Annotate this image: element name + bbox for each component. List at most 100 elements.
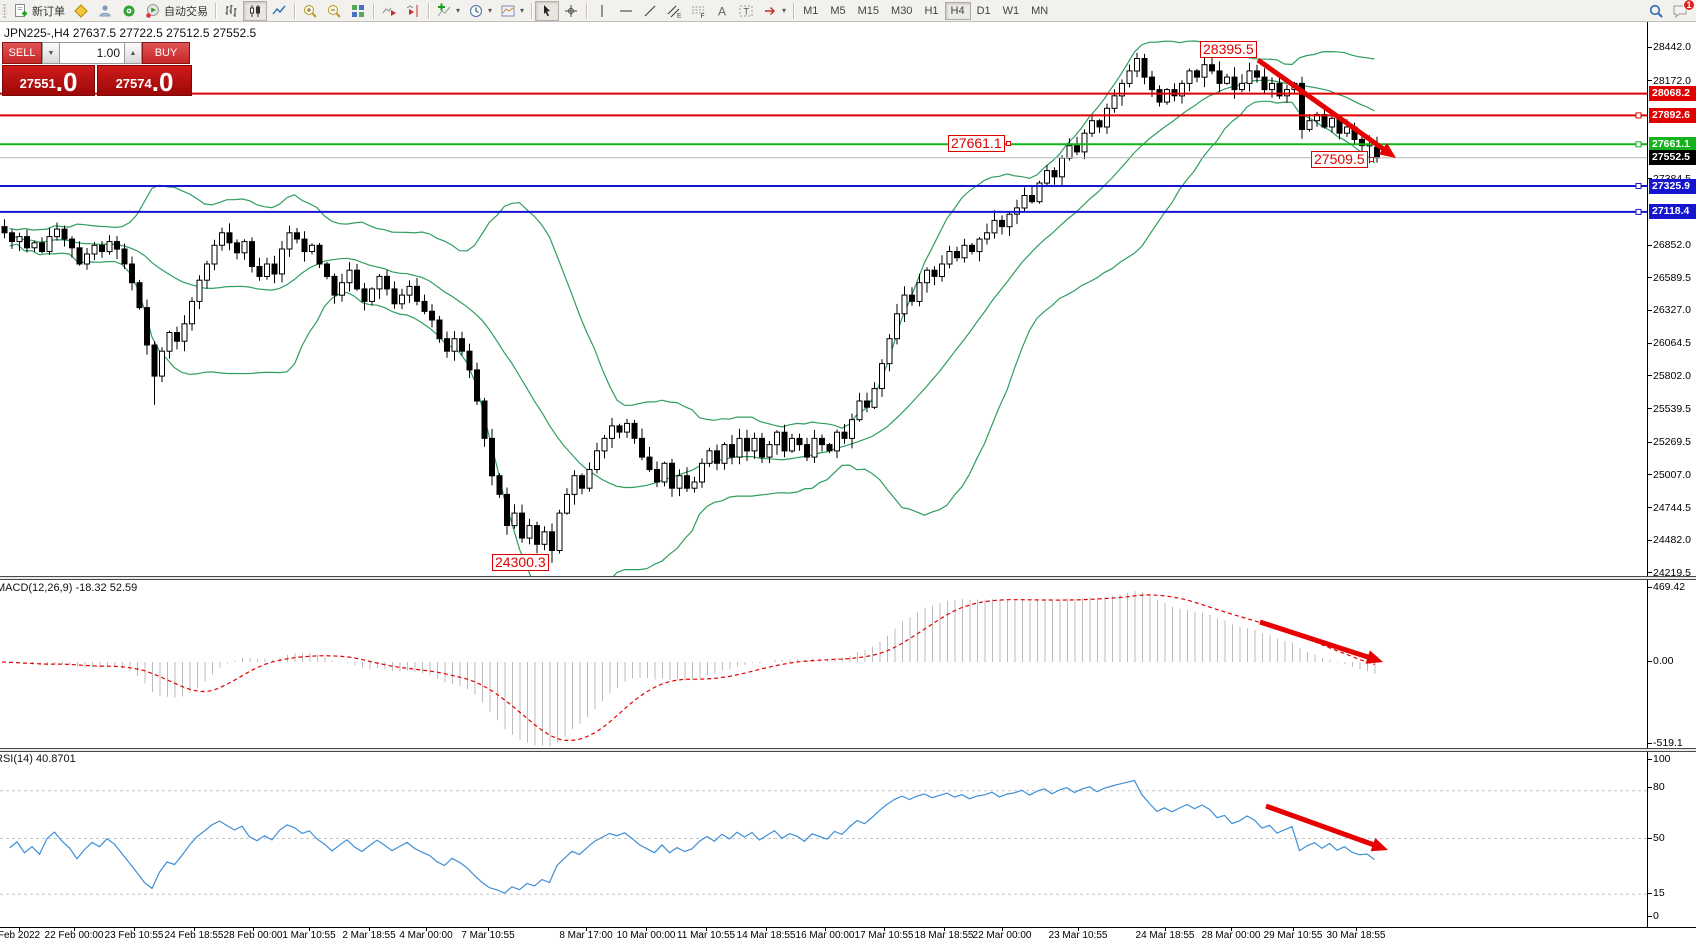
terminal-button[interactable] xyxy=(93,1,117,21)
price-annotation[interactable]: 24300.3 xyxy=(492,554,549,571)
buy-button[interactable]: BUY xyxy=(142,42,190,64)
autotrading-button[interactable]: 自动交易 xyxy=(141,1,212,21)
chart-title: JPN225-,H4 27637.5 27722.5 27512.5 27552… xyxy=(4,26,257,40)
time-axis-tick xyxy=(825,928,826,931)
arrows-icon xyxy=(762,3,778,19)
macd-axis-label: -519.1 xyxy=(1653,737,1683,749)
trendline-icon xyxy=(642,3,658,19)
tile-windows-button[interactable] xyxy=(346,1,370,21)
crosshair-icon xyxy=(563,3,579,19)
sell-price-main: 27551 xyxy=(19,76,56,91)
panel-separator[interactable] xyxy=(0,748,1696,752)
volume-input[interactable] xyxy=(60,42,124,64)
time-axis-label: Feb 2022 xyxy=(0,930,41,941)
price-annotation[interactable]: 27509.5 xyxy=(1311,151,1374,168)
time-axis-label: 14 Mar 18:55 xyxy=(736,930,796,941)
main-chart-canvas[interactable] xyxy=(0,22,1696,576)
trendline-button[interactable] xyxy=(638,1,662,21)
timeframe-d1-button[interactable]: D1 xyxy=(976,4,991,17)
annotation-handle[interactable] xyxy=(1368,157,1374,162)
price-axis-tick xyxy=(1648,441,1652,443)
zoom-out-button[interactable] xyxy=(322,1,346,21)
cursor-icon xyxy=(539,3,555,19)
signal-icon xyxy=(121,3,137,19)
chevron-down-icon[interactable]: ▾ xyxy=(488,6,493,15)
price-axis-tick xyxy=(1648,474,1652,476)
macd-panel-canvas[interactable] xyxy=(0,580,1696,748)
price-axis-tick-label: 26852.0 xyxy=(1653,239,1691,252)
price-axis-tick-label: 25802.0 xyxy=(1653,369,1691,382)
panel-separator[interactable] xyxy=(0,576,1696,580)
channel-button[interactable]: E xyxy=(662,1,686,21)
chat-button[interactable]: 1 xyxy=(1668,0,1695,21)
templates-button[interactable]: ▾ xyxy=(496,1,528,21)
price-axis-tick xyxy=(1648,46,1652,48)
line-chart-icon xyxy=(271,3,287,19)
text-label-button[interactable]: T xyxy=(734,1,758,21)
periods-button[interactable]: ▾ xyxy=(464,1,496,21)
price-level-label: 28068.2 xyxy=(1649,86,1696,102)
rsi-panel-canvas[interactable] xyxy=(0,752,1696,927)
time-axis-tick xyxy=(766,928,767,931)
arrows-button[interactable]: ▾ xyxy=(758,1,790,21)
auto-scroll-icon xyxy=(381,3,397,19)
price-axis-tick-label: 26589.5 xyxy=(1653,271,1691,284)
volume-decrease-button[interactable]: ▼ xyxy=(42,42,60,64)
price-axis-tick-label: 24219.5 xyxy=(1653,566,1691,579)
timeframe-m30-button[interactable]: M30 xyxy=(891,4,913,17)
toolbar-separator xyxy=(793,2,795,19)
horizontal-line-button[interactable] xyxy=(614,1,638,21)
chevron-down-icon[interactable]: ▾ xyxy=(456,6,461,15)
time-axis-tick xyxy=(426,928,427,931)
price-annotation[interactable]: 28395.5 xyxy=(1200,41,1257,58)
indicators-button[interactable]: ▾ xyxy=(432,1,464,21)
crosshair-button[interactable] xyxy=(559,1,583,21)
time-axis-label: 4 Mar 00:00 xyxy=(399,930,453,941)
timeframe-m5-button[interactable]: M5 xyxy=(830,4,846,17)
signals-button[interactable] xyxy=(117,1,141,21)
timeframe-w1-button[interactable]: W1 xyxy=(1002,4,1020,17)
sell-price[interactable]: 27551.0 xyxy=(2,65,95,96)
time-axis-tick xyxy=(706,928,707,931)
metaeditor-button[interactable] xyxy=(69,1,93,21)
autotrading-label: 自动交易 xyxy=(164,5,208,18)
toolbar-separator xyxy=(215,2,216,19)
zoom-in-button[interactable] xyxy=(298,1,322,21)
time-axis-label: 23 Feb 10:55 xyxy=(104,930,164,941)
buy-price[interactable]: 27574.0 xyxy=(97,65,192,96)
price-annotation[interactable]: 27661.1 xyxy=(948,135,1011,152)
chart-shift-button[interactable] xyxy=(401,1,425,21)
price-axis-tick-label: 28442.0 xyxy=(1653,41,1691,53)
timeframe-m15-button[interactable]: M15 xyxy=(857,4,880,17)
chevron-down-icon[interactable]: ▾ xyxy=(520,6,525,15)
rsi-axis-label: 0 xyxy=(1653,910,1659,922)
sell-button[interactable]: SELL xyxy=(2,42,42,64)
bar-chart-button[interactable] xyxy=(219,1,243,21)
time-axis-label: 24 Mar 18:55 xyxy=(1135,930,1195,941)
timeframe-mn-button[interactable]: MN xyxy=(1031,4,1049,17)
chevron-down-icon[interactable]: ▾ xyxy=(782,6,787,15)
macd-axis-tick xyxy=(1648,587,1652,588)
candlestick-chart-icon xyxy=(247,3,263,19)
vertical-line-button[interactable] xyxy=(590,1,614,21)
annotation-handle[interactable] xyxy=(1005,141,1011,146)
time-axis-label: 23 Mar 10:55 xyxy=(1048,930,1108,941)
search-button[interactable] xyxy=(1644,1,1668,21)
timeframe-m1-button[interactable]: M1 xyxy=(803,4,819,17)
fibonacci-button[interactable]: F xyxy=(686,1,710,21)
cursor-button[interactable] xyxy=(535,0,560,21)
template-icon xyxy=(500,3,516,19)
text-button[interactable]: A xyxy=(710,1,734,21)
price-axis-line xyxy=(1647,22,1648,927)
candlestick-chart-button[interactable] xyxy=(243,0,267,21)
timeframe-h4-button[interactable]: H4 xyxy=(944,1,971,20)
new-order-button[interactable]: 新订单 xyxy=(9,1,69,21)
line-chart-button[interactable] xyxy=(267,1,291,21)
auto-scroll-button[interactable] xyxy=(377,1,401,21)
rsi-axis-tick xyxy=(1648,838,1652,839)
volume-increase-button[interactable]: ▲ xyxy=(124,42,142,64)
price-axis-tick-label: 24482.0 xyxy=(1653,534,1691,547)
timeframe-h1-button[interactable]: H1 xyxy=(924,4,939,17)
time-axis[interactable]: Feb 2022 22 Feb 00:00 23 Feb 10:55 24 Feb 1… xyxy=(0,927,1696,943)
